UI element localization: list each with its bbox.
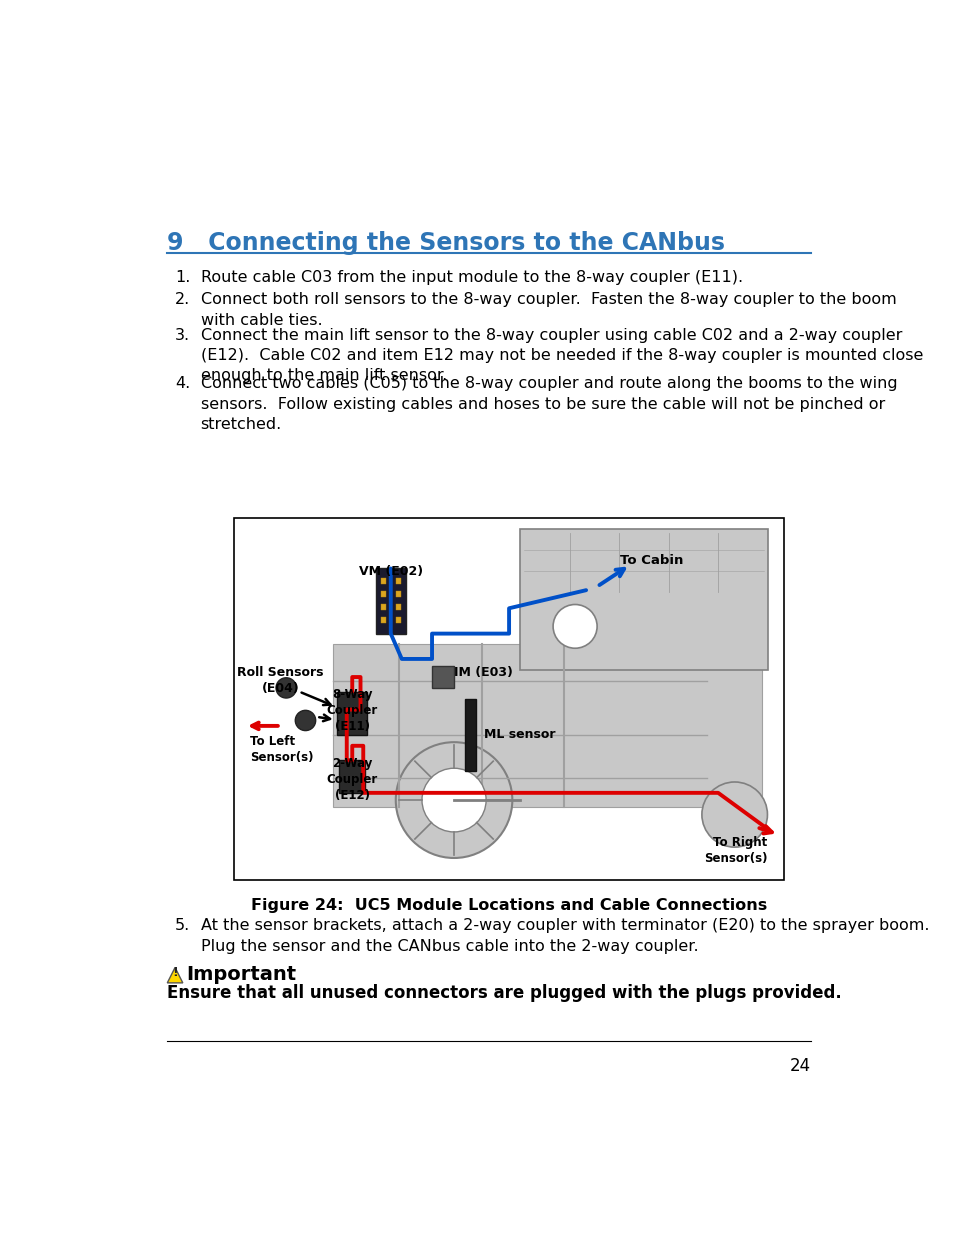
Text: IM (E03): IM (E03) (454, 666, 513, 679)
Circle shape (701, 782, 766, 847)
Text: 5.: 5. (174, 918, 190, 934)
Text: To Left
Sensor(s): To Left Sensor(s) (251, 735, 314, 764)
Text: At the sensor brackets, attach a 2-way coupler with terminator (E20) to the spra: At the sensor brackets, attach a 2-way c… (200, 918, 928, 953)
Text: 2-Way
Coupler
(E12): 2-Way Coupler (E12) (326, 757, 377, 802)
Text: To Right
Sensor(s): To Right Sensor(s) (703, 836, 767, 866)
Circle shape (295, 710, 315, 731)
Bar (380, 578, 385, 584)
FancyBboxPatch shape (338, 761, 365, 793)
Text: To Cabin: To Cabin (619, 555, 683, 567)
Bar (395, 604, 400, 610)
Text: VM (E02): VM (E02) (358, 564, 422, 578)
FancyBboxPatch shape (336, 692, 367, 735)
Bar (395, 592, 400, 597)
FancyBboxPatch shape (333, 645, 761, 808)
FancyBboxPatch shape (464, 699, 476, 771)
Text: Roll Sensors
(E04): Roll Sensors (E04) (237, 666, 324, 695)
Circle shape (421, 768, 486, 832)
Bar (395, 618, 400, 622)
Text: Figure 24:  UC5 Module Locations and Cable Connections: Figure 24: UC5 Module Locations and Cabl… (251, 898, 766, 913)
Bar (380, 604, 385, 610)
FancyBboxPatch shape (432, 666, 454, 688)
Text: 4.: 4. (174, 377, 190, 391)
Text: ML sensor: ML sensor (484, 729, 556, 741)
Bar (380, 618, 385, 622)
Circle shape (553, 604, 597, 648)
Text: Connect two cables (C05) to the 8-way coupler and route along the booms to the w: Connect two cables (C05) to the 8-way co… (200, 377, 897, 432)
Circle shape (395, 742, 512, 858)
Text: Ensure that all unused connectors are plugged with the plugs provided.: Ensure that all unused connectors are pl… (167, 984, 841, 1003)
FancyBboxPatch shape (375, 568, 405, 634)
Bar (395, 578, 400, 584)
Text: 2.: 2. (174, 293, 190, 308)
Text: Route cable C03 from the input module to the 8-way coupler (E11).: Route cable C03 from the input module to… (200, 270, 742, 285)
Text: !: ! (172, 966, 178, 979)
FancyBboxPatch shape (519, 529, 767, 669)
Bar (380, 592, 385, 597)
Text: 1.: 1. (174, 270, 191, 285)
Polygon shape (167, 967, 183, 983)
Text: 8-Way
Coupler
(E11): 8-Way Coupler (E11) (326, 688, 377, 732)
Text: Important: Important (187, 966, 296, 984)
Text: 24: 24 (788, 1057, 810, 1074)
Circle shape (275, 678, 296, 698)
FancyBboxPatch shape (233, 517, 783, 879)
Text: Connect the main lift sensor to the 8-way coupler using cable C02 and a 2-way co: Connect the main lift sensor to the 8-wa… (200, 327, 923, 383)
Text: Connect both roll sensors to the 8-way coupler.  Fasten the 8-way coupler to the: Connect both roll sensors to the 8-way c… (200, 293, 896, 327)
Text: 9   Connecting the Sensors to the CANbus: 9 Connecting the Sensors to the CANbus (167, 231, 724, 256)
Text: 3.: 3. (174, 327, 190, 342)
